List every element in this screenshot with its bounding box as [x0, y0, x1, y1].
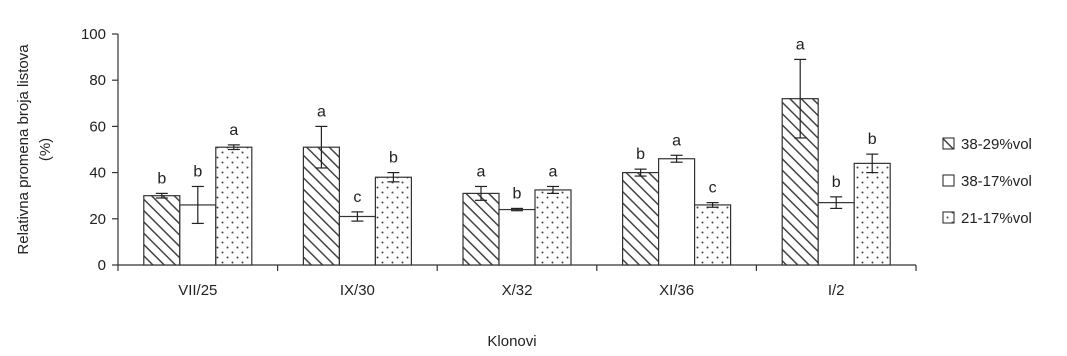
bar [693, 204, 732, 266]
y-axis-title: Relativna promena broja listova (%) [15, 44, 54, 255]
legend: 38-29%vol 38-17%vol 21-17%vol [942, 136, 1032, 227]
significance-letter: a [672, 132, 681, 149]
significance-letter: c [709, 180, 717, 197]
category-labels: VII/25 IX/30 X/32 XI/36 I/2 [178, 282, 844, 299]
bar [143, 195, 181, 266]
error-bar [155, 192, 168, 199]
legend-swatch [942, 137, 955, 150]
bar [498, 208, 536, 266]
category-label: IX/30 [340, 282, 375, 299]
category-label: XI/36 [659, 282, 694, 299]
bar [462, 192, 500, 266]
y-tick-label: 100 [81, 26, 106, 43]
y-axis-title-line: (%) [37, 138, 54, 161]
bar [374, 176, 412, 266]
significance-letter: a [317, 103, 326, 120]
legend-label: 21-17%vol [961, 210, 1032, 227]
significance-letter: b [868, 131, 877, 148]
bar [534, 189, 572, 266]
y-tick-label: 40 [89, 165, 106, 182]
category-label: I/2 [828, 282, 845, 299]
x-axis-title: Klonovi [487, 333, 536, 350]
error-bar [227, 144, 240, 151]
significance-letter: b [193, 163, 202, 180]
significance-letters: b a a b a b c b a b a b a c b [157, 36, 876, 205]
bar [338, 215, 376, 266]
legend-swatch [942, 211, 955, 224]
error-bar [315, 125, 328, 169]
y-axis-title-line: Relativna promena broja listova [15, 44, 32, 255]
legend-label: 38-29%vol [961, 136, 1032, 153]
error-bar [794, 58, 807, 139]
category-label: X/32 [502, 282, 533, 299]
error-bar [670, 154, 683, 163]
significance-letter: a [796, 36, 805, 53]
legend-item: 38-17%vol [942, 173, 1032, 190]
significance-letter: b [157, 170, 166, 187]
significance-letter: a [477, 163, 486, 180]
category-label: VII/25 [178, 282, 217, 299]
error-bar [191, 185, 204, 225]
y-tick-label: 20 [89, 211, 106, 228]
error-bar [475, 185, 487, 201]
error-bar [634, 168, 647, 177]
error-bar [511, 207, 523, 212]
bar [215, 146, 253, 266]
y-tick-label: 60 [89, 118, 106, 135]
error-bar [866, 153, 879, 174]
bar [817, 202, 855, 266]
bars [143, 98, 891, 266]
significance-letter: b [513, 185, 522, 202]
significance-letter: b [389, 150, 398, 167]
y-tick-label: 0 [98, 257, 106, 274]
bar [657, 158, 696, 266]
error-bar [830, 196, 843, 210]
legend-label: 38-17%vol [961, 173, 1032, 190]
error-bar [706, 202, 719, 208]
error-bar [547, 185, 559, 194]
bar [621, 172, 660, 266]
error-bars [155, 58, 879, 225]
significance-letter: a [549, 163, 558, 180]
error-bar [387, 172, 400, 183]
significance-letter: c [353, 189, 361, 206]
significance-letter: b [832, 174, 841, 191]
bar [853, 162, 891, 266]
legend-item: 38-29%vol [942, 136, 1032, 153]
legend-swatch [942, 174, 955, 187]
y-tick-label: 80 [89, 72, 106, 89]
significance-letter: b [636, 146, 645, 163]
significance-letter: a [229, 122, 238, 139]
error-bar [351, 211, 364, 222]
legend-item: 21-17%vol [942, 210, 1032, 227]
